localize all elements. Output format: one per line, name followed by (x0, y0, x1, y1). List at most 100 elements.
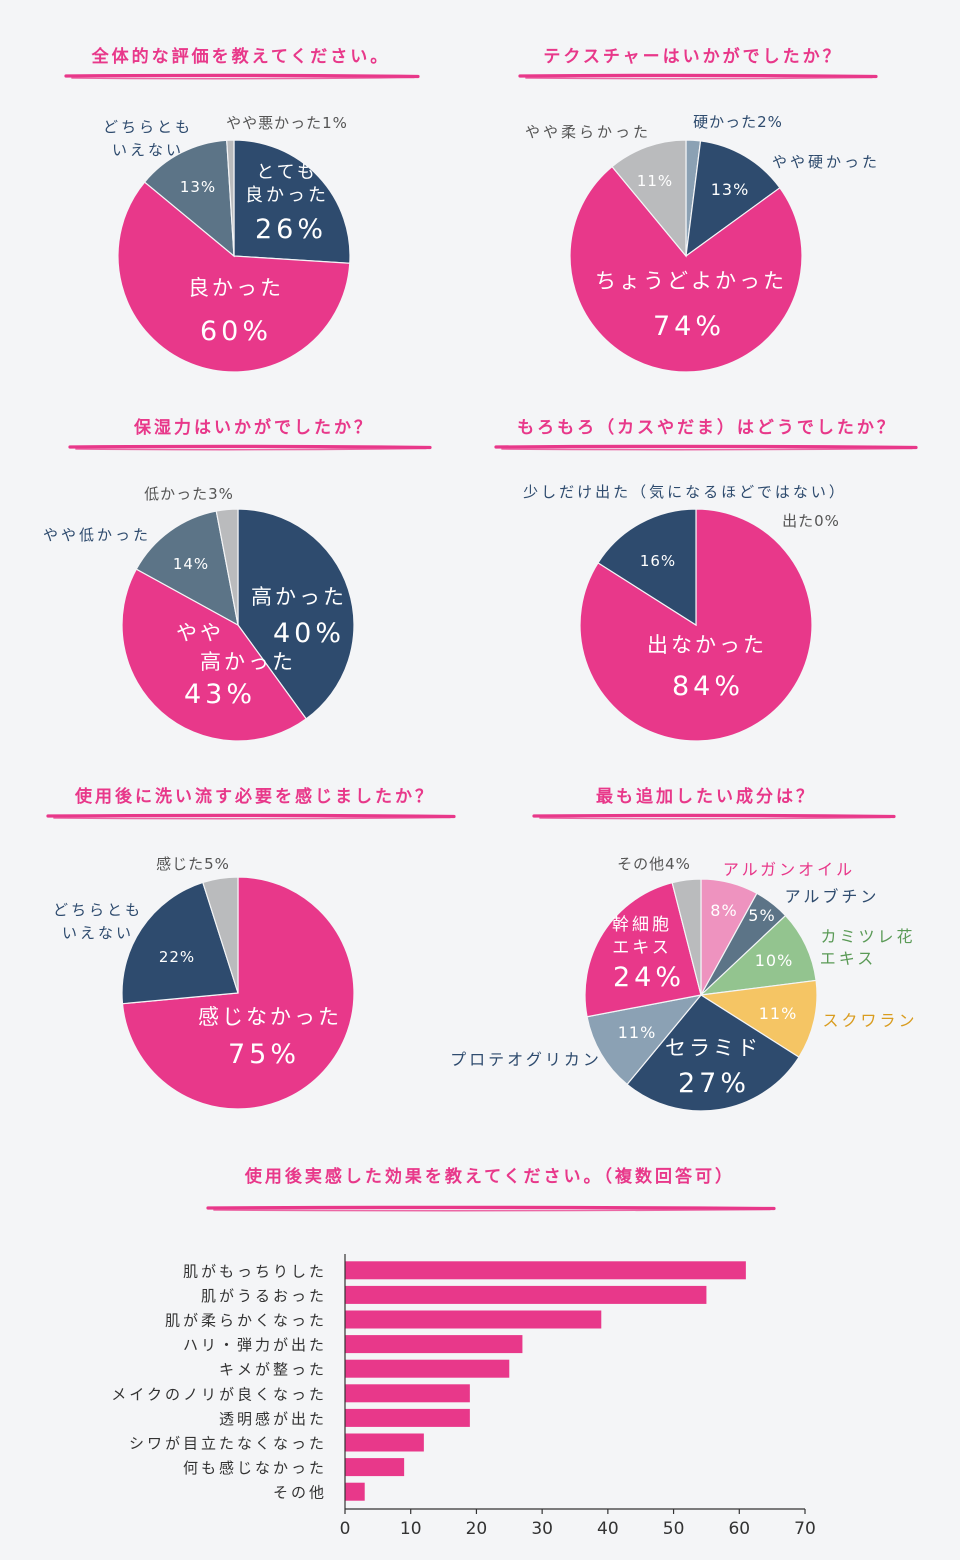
pie-3-slice-4-value: 低かった3% (144, 485, 234, 503)
bar-9-category-label: 何も感じなかった (183, 1459, 327, 1477)
pie-2-slice-3-value: 74% (653, 311, 725, 342)
pie-6-slice-3-value: 10% (755, 951, 794, 970)
pie-5-slice-1-value: 75% (228, 1039, 300, 1070)
pie-2-slice-4-value: 11% (637, 172, 673, 190)
pie-1-slice-3-label: いえない (112, 141, 184, 159)
pie-1-slice-1-label: 良かった (245, 185, 329, 206)
pie-4-slice-1-value: 出た0% (782, 512, 840, 530)
pie-1-slice-1 (233, 139, 351, 264)
bar-x-tick-label-3: 20 (466, 1519, 488, 1539)
bar-chart-title: 使用後実感した効果を教えてください。（複数回答可） (244, 1166, 735, 1187)
pie-3-slice-3 (135, 510, 239, 627)
pie-4-slice-3 (597, 508, 697, 627)
pie-6-slice-7 (584, 881, 702, 1018)
pie-3-title-underline-stroke-a (68, 444, 432, 450)
pie-2-title-underline-stroke-b (525, 76, 873, 80)
pie-1-slice-2-label: 良かった (188, 276, 284, 300)
pie-6-slice-5 (626, 994, 800, 1112)
bar-6-category-label: メイクのノリが良くなった (111, 1385, 327, 1403)
pie-4-slice-2-value: 84% (672, 671, 744, 702)
bar-5-category-label: キメが整った (219, 1361, 327, 1379)
pie-2-slice-4-label: やや柔らかった (525, 123, 651, 141)
pie-3-slice-2 (121, 568, 308, 742)
pie-1-slice-1-value: 26% (255, 214, 327, 245)
pie-6-slice-4 (699, 979, 818, 1058)
pie-6-title-underline-stroke-b (539, 816, 891, 820)
pie-1-slice-3-value: 13% (180, 178, 216, 196)
bar-8-category-label: シワが目立たなくなった (129, 1435, 327, 1453)
bar-x-tick-label-5: 40 (597, 1519, 619, 1539)
pie-2-slice-3-label: ちょうどよかった (595, 269, 787, 293)
pie-6-slice-1-value: 8% (710, 901, 737, 920)
bar-7 (345, 1408, 470, 1427)
bar-2-category-label: 肌がうるおった (201, 1287, 327, 1305)
pie-6-slice-6-label: プロテオグリカン (450, 1050, 602, 1069)
bar-chart-title-underline-stroke-a (206, 1205, 776, 1211)
bar-1 (345, 1261, 746, 1280)
bar-x-tick-label-6: 50 (663, 1519, 685, 1539)
pie-5-slice-1-label: 感じなかった (198, 1005, 342, 1029)
bar-x-tick-label-1: 0 (340, 1519, 351, 1539)
pie-3-slice-2-label: 高かった (200, 650, 296, 674)
bar-7-category-label: 透明感が出た (219, 1410, 327, 1428)
pie-4-title-underline-stroke-a (494, 444, 918, 450)
pie-5-title-underline-stroke-a (46, 813, 456, 819)
pie-6-slice-1-label: アルガンオイル (723, 860, 855, 879)
bar-2 (345, 1285, 707, 1304)
pie-6-slice-7-value: 24% (613, 962, 685, 993)
bar-5 (345, 1359, 510, 1378)
pie-3-title: 保湿力はいかがでしたか？ (133, 417, 374, 438)
pie-4-title-underline (494, 444, 918, 451)
pie-1-title-underline-stroke-a (64, 73, 420, 79)
pie-6-slice-6-value: 11% (618, 1023, 657, 1042)
pie-6-slice-3-label: カミツレ花 (820, 927, 915, 946)
pie-1-slice-2-value: 60% (200, 316, 272, 347)
pie-1-slice-4 (226, 139, 235, 257)
pie-3-slice-2-value: 43% (184, 679, 256, 710)
pie-6-slice-4-value: 11% (759, 1004, 798, 1023)
pie-4-slice-3-label: 少しだけ出た（気になるほどではない） (523, 483, 847, 501)
pie-6-title-underline (532, 813, 896, 820)
pie-6-slice-7-label: エキス (612, 938, 672, 958)
pie-6-slice-8-value: その他4% (617, 855, 691, 873)
pie-4-title-underline-stroke-b (501, 447, 913, 451)
pie-5-slice-3 (202, 876, 239, 994)
pie-2-slice-4 (611, 139, 687, 258)
bar-3 (345, 1310, 602, 1329)
pie-3-slice-3-label: やや低かった (43, 526, 151, 544)
pie-1-title-underline-stroke-b (71, 76, 415, 80)
pie-6-slice-2-label: アルブチン (785, 887, 880, 906)
pie-2-title: テクスチャーはいかがでしたか？ (543, 46, 842, 67)
pie-3-slice-3-value: 14% (173, 555, 209, 573)
pie-2-slice-2-value: 13% (711, 180, 750, 199)
pie-2-title-underline (518, 73, 878, 80)
pie-6-slice-3 (699, 914, 817, 996)
pie-2-slice-1-value: 硬かった2% (693, 113, 783, 131)
bar-x-tick-label-7: 60 (728, 1519, 750, 1539)
pie-6-slice-7-label: 幹細胞 (612, 914, 672, 935)
bar-1-category-label: 肌がもっちりした (183, 1262, 327, 1280)
pie-3-title-underline-stroke-b (75, 447, 427, 451)
bar-4-category-label: ハリ・弾力が出た (183, 1336, 327, 1354)
pie-1-slice-3 (143, 139, 235, 258)
pie-3-slice-2-label: やや (176, 621, 224, 645)
pie-4-slice-3-value: 16% (640, 552, 676, 570)
pie-2-slice-2 (685, 140, 781, 258)
pie-3-title-underline (68, 444, 432, 451)
pie-6-title-underline-stroke-a (532, 813, 896, 819)
pie-3-slice-4 (215, 508, 239, 626)
pie-6-slice-5-label: セラミド (665, 1036, 761, 1060)
bar-10 (345, 1482, 365, 1501)
bar-10-category-label: その他 (273, 1484, 327, 1502)
pie-2-title-underline-stroke-a (518, 73, 878, 79)
pie-1-slice-2 (117, 181, 351, 373)
pie-6-slice-4-label: スクワラン (822, 1011, 917, 1030)
pie-5-title: 使用後に洗い流す必要を感じましたか？ (74, 786, 435, 807)
pie-3-slice-1-label: 高かった (251, 585, 347, 609)
pie-6-slice-3-label: エキス (820, 949, 877, 968)
bar-9 (345, 1458, 405, 1477)
pie-3-slice-1-value: 40% (273, 618, 345, 649)
pie-6-slice-6 (586, 994, 703, 1086)
